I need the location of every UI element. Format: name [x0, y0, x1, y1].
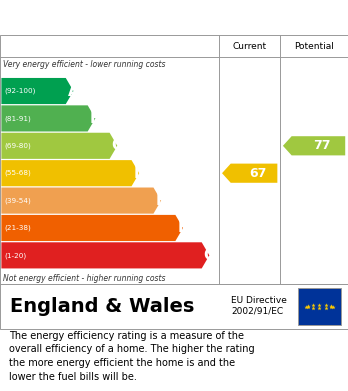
Polygon shape [283, 136, 345, 155]
Text: 77: 77 [313, 139, 331, 152]
Polygon shape [1, 160, 139, 186]
Polygon shape [1, 78, 73, 104]
Polygon shape [1, 188, 161, 213]
Bar [298, 288, 341, 325]
Text: D: D [133, 166, 146, 181]
Polygon shape [1, 133, 117, 159]
Text: C: C [111, 138, 122, 153]
Text: F: F [177, 221, 188, 235]
Text: (55-68): (55-68) [4, 170, 31, 176]
Text: The energy efficiency rating is a measure of the
overall efficiency of a home. T: The energy efficiency rating is a measur… [9, 331, 254, 382]
Polygon shape [222, 163, 277, 183]
Text: 67: 67 [249, 167, 266, 180]
Text: Potential: Potential [294, 42, 334, 51]
Polygon shape [1, 105, 95, 131]
Text: B: B [89, 111, 101, 126]
Text: Not energy efficient - higher running costs: Not energy efficient - higher running co… [3, 274, 166, 283]
Polygon shape [1, 242, 209, 269]
Text: E: E [155, 193, 166, 208]
Text: Current: Current [232, 42, 267, 51]
Text: (39-54): (39-54) [4, 197, 31, 204]
Text: (92-100): (92-100) [4, 88, 35, 94]
Text: England & Wales: England & Wales [10, 297, 195, 316]
Text: (1-20): (1-20) [4, 252, 26, 258]
Text: (81-91): (81-91) [4, 115, 31, 122]
Text: A: A [68, 84, 79, 99]
Text: Energy Efficiency Rating: Energy Efficiency Rating [9, 10, 230, 25]
Polygon shape [1, 215, 183, 241]
Text: Very energy efficient - lower running costs: Very energy efficient - lower running co… [3, 60, 166, 69]
Text: G: G [204, 248, 216, 263]
Text: (21-38): (21-38) [4, 225, 31, 231]
Text: (69-80): (69-80) [4, 143, 31, 149]
Text: EU Directive
2002/91/EC: EU Directive 2002/91/EC [231, 296, 287, 315]
